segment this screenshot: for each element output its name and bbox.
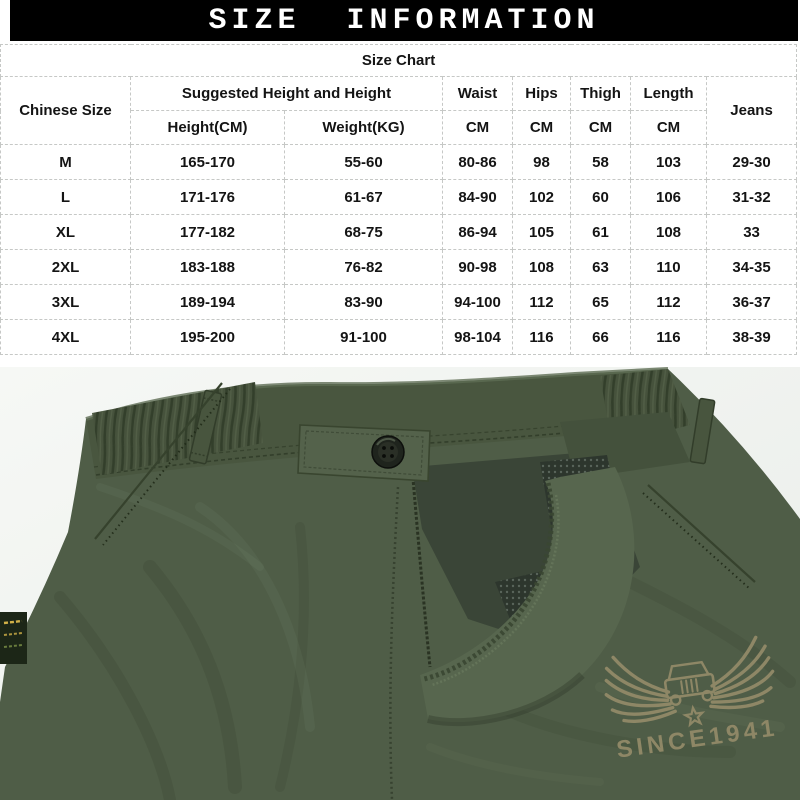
- cell-waist: 90-98: [442, 249, 513, 285]
- cell-length: 103: [630, 144, 707, 180]
- zipper-teeth: [410, 466, 432, 668]
- table-row: 4XL 195-200 91-100 98-104 116 66 116 38-…: [0, 319, 798, 355]
- fabric-wrinkles: [54, 483, 796, 800]
- cell-size: M: [0, 144, 131, 180]
- table-row: 2XL 183-188 76-82 90-98 108 63 110 34-35: [0, 249, 798, 285]
- cell-jeans: 31-32: [705, 179, 798, 215]
- pocket-seam-left: [94, 382, 231, 546]
- header-length: Length: [630, 76, 707, 111]
- header-height-cm: Height(CM): [130, 110, 285, 145]
- cell-weight: 76-82: [284, 249, 443, 285]
- cell-jeans: 38-39: [705, 319, 798, 355]
- pants-photo: SINCE1941: [0, 367, 800, 800]
- cell-height: 183-188: [130, 249, 285, 285]
- banner-title: SIZE INFORMATION: [208, 3, 600, 38]
- cell-length: 110: [630, 249, 707, 285]
- cell-waist: 98-104: [442, 319, 513, 355]
- cell-length: 108: [630, 214, 707, 250]
- cell-height: 177-182: [130, 214, 285, 250]
- cell-thigh: 61: [570, 214, 631, 250]
- cell-height: 195-200: [130, 319, 285, 355]
- cell-jeans: 34-35: [705, 249, 798, 285]
- cell-waist: 80-86: [442, 144, 513, 180]
- cell-weight: 68-75: [284, 214, 443, 250]
- cell-weight: 83-90: [284, 284, 443, 320]
- cell-waist: 84-90: [442, 179, 513, 215]
- cell-hips: 102: [512, 179, 571, 215]
- header-weight-kg: Weight(KG): [284, 110, 443, 145]
- cell-size: L: [0, 179, 131, 215]
- cell-weight: 55-60: [284, 144, 443, 180]
- cell-thigh: 58: [570, 144, 631, 180]
- header-row-2: Height(CM) Weight(KG) CM CM CM CM: [1, 110, 797, 145]
- cell-weight: 91-100: [284, 319, 443, 355]
- unit-waist-cm: CM: [442, 110, 513, 145]
- cell-size: 4XL: [0, 319, 131, 355]
- cell-hips: 108: [512, 249, 571, 285]
- cell-hips: 98: [512, 144, 571, 180]
- cell-thigh: 66: [570, 319, 631, 355]
- waist-button: [371, 435, 405, 469]
- cell-length: 116: [630, 319, 707, 355]
- unit-length-cm: CM: [630, 110, 707, 145]
- header-jeans: Jeans: [705, 76, 798, 145]
- table-row: M 165-170 55-60 80-86 98 58 103 29-30: [0, 144, 798, 180]
- cell-waist: 94-100: [442, 284, 513, 320]
- cell-size: 3XL: [0, 284, 131, 320]
- table-row: 3XL 189-194 83-90 94-100 112 65 112 36-3…: [0, 284, 798, 320]
- size-chart-table: Size Chart Chinese Size Suggested Height…: [0, 44, 798, 355]
- cell-waist: 86-94: [442, 214, 513, 250]
- size-information-banner: SIZE INFORMATION: [10, 0, 798, 41]
- cell-thigh: 63: [570, 249, 631, 285]
- cell-hips: 105: [512, 214, 571, 250]
- table-row: XL 177-182 68-75 86-94 105 61 108 33: [0, 214, 798, 250]
- cell-size: 2XL: [0, 249, 131, 285]
- cell-jeans: 36-37: [705, 284, 798, 320]
- cell-size: XL: [0, 214, 131, 250]
- button-tab: [297, 424, 431, 482]
- header-waist: Waist: [442, 76, 513, 111]
- unit-hips-cm: CM: [512, 110, 571, 145]
- pants-body: SINCE1941: [0, 367, 800, 800]
- table-title: Size Chart: [0, 44, 798, 77]
- cell-height: 171-176: [130, 179, 285, 215]
- cell-height: 189-194: [130, 284, 285, 320]
- header-chinese-size: Chinese Size: [0, 76, 131, 145]
- header-row-1: Chinese Size Suggested Height and Height…: [0, 76, 798, 145]
- table-row: L 171-176 61-67 84-90 102 60 106 31-32: [0, 179, 798, 215]
- fly-flap: [420, 467, 635, 727]
- cell-length: 106: [630, 179, 707, 215]
- cell-hips: 116: [512, 319, 571, 355]
- belt-loop-right: [689, 397, 716, 465]
- header-suggested: Suggested Height and Height: [130, 76, 443, 111]
- cell-length: 112: [630, 284, 707, 320]
- elastic-waist-left: [92, 382, 263, 475]
- cell-weight: 61-67: [284, 179, 443, 215]
- pocket-seam-right: [642, 484, 756, 590]
- cell-thigh: 65: [570, 284, 631, 320]
- cell-thigh: 60: [570, 179, 631, 215]
- header-thigh: Thigh: [570, 76, 631, 111]
- table-title-row: Size Chart: [0, 44, 798, 77]
- unit-thigh-cm: CM: [570, 110, 631, 145]
- cell-jeans: 29-30: [705, 144, 798, 180]
- cell-jeans: 33: [705, 214, 798, 250]
- winged-jeep-emblem: [604, 635, 775, 728]
- header-hips: Hips: [512, 76, 571, 111]
- cell-height: 165-170: [130, 144, 285, 180]
- care-label: [0, 612, 27, 664]
- cell-hips: 112: [512, 284, 571, 320]
